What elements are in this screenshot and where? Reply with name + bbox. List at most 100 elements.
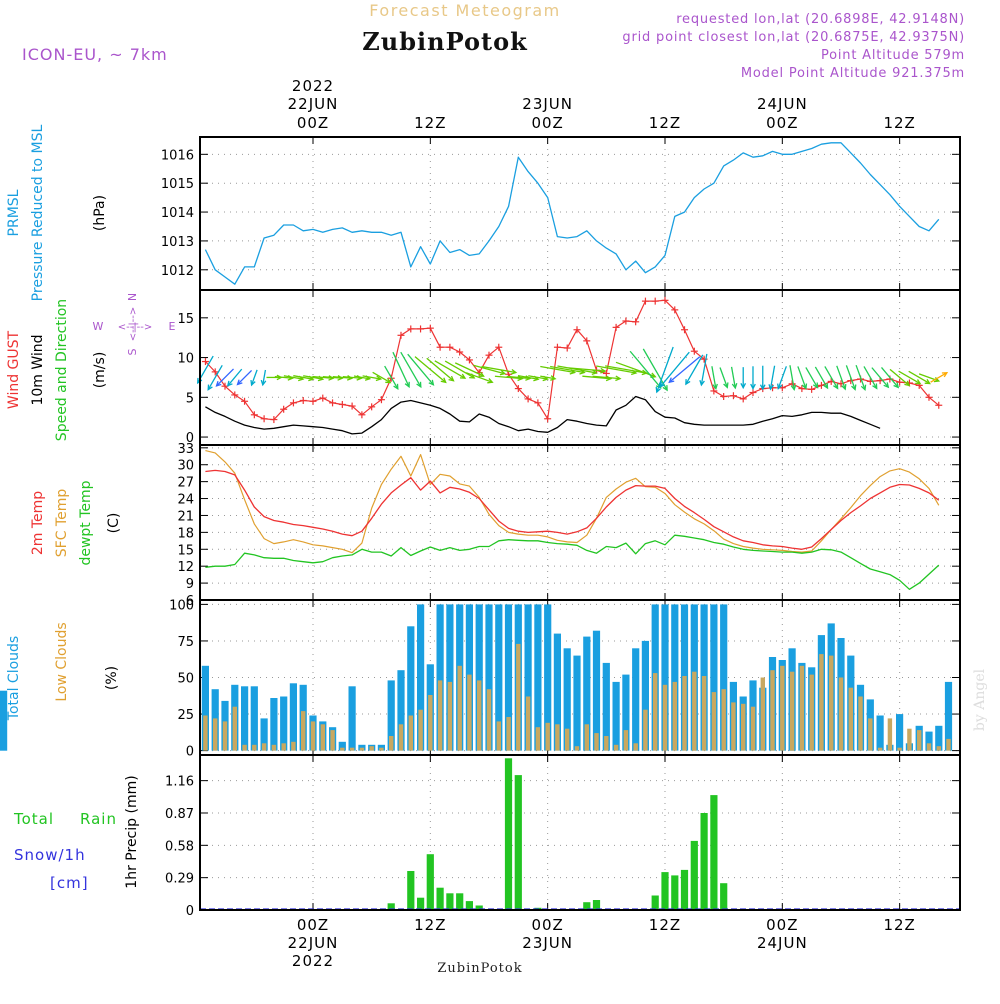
total-cloud-bar (358, 744, 366, 751)
total-cloud-bar (544, 604, 552, 751)
bottom-date-label: 24JUN (757, 934, 808, 952)
y-tick-label: 25 (177, 708, 194, 723)
wind-unit-label: (m/s) (92, 352, 108, 389)
bottom-time-label: 12Z (414, 916, 446, 934)
low-cloud-bar (535, 727, 541, 751)
wind-direction-arrow (568, 367, 607, 374)
total-cloud-bar (377, 744, 385, 751)
arrow-head (904, 380, 911, 387)
gust-point (338, 400, 346, 408)
arrow-head (226, 380, 233, 387)
gust-point (544, 415, 552, 423)
arrow-head (440, 377, 447, 384)
low-cloud-bar (477, 680, 482, 751)
arrow-head (591, 369, 598, 376)
gust-point (456, 348, 464, 356)
arrow-shaft (668, 356, 701, 383)
low-cloud-bar (437, 680, 443, 751)
total-cloud-bar (0, 690, 8, 751)
precip-bar (426, 854, 434, 910)
wind-direction-arrow (930, 371, 949, 383)
sfc-temp-line (205, 450, 940, 554)
gust-point (309, 397, 317, 405)
precip-bar (504, 758, 513, 910)
low-cloud-bar (555, 724, 560, 751)
wind-direction-arrow (465, 372, 494, 384)
low-cloud-bar (516, 643, 521, 751)
precip-bar (700, 813, 708, 910)
gust-point (632, 318, 640, 326)
arrow-shaft (362, 375, 381, 380)
wind-direction-arrow (777, 366, 787, 390)
gust-point (299, 396, 307, 404)
arrow-shaft (871, 367, 889, 388)
precip-bar (583, 902, 591, 910)
arrow-head (833, 383, 839, 390)
arrow-head (511, 368, 518, 375)
low-cloud-bar (291, 741, 296, 751)
gust-point (446, 343, 454, 351)
wind-direction-arrow (699, 353, 708, 387)
arrow-shaft (656, 346, 674, 393)
arrow-shaft (930, 372, 948, 383)
gust-point (280, 405, 288, 413)
arrow-head (459, 373, 467, 379)
low-cloud-bar (711, 692, 717, 751)
total-cloud-bar (573, 655, 581, 751)
bottom-date-label: 23JUN (522, 934, 573, 952)
y-tick-label: 27 (177, 476, 194, 491)
total-cloud-bar (289, 683, 297, 751)
wind-direction-arrow (260, 369, 267, 387)
arrow-head (215, 381, 222, 387)
top-time-label: 00Z (766, 114, 798, 132)
arrow-shaft (540, 365, 575, 374)
arrow-shaft (454, 362, 484, 377)
total-cloud-bar (348, 686, 356, 751)
y-tick-label: 1015 (161, 177, 194, 192)
precip-bar (436, 887, 444, 910)
y-tick-label: 18 (177, 526, 194, 541)
low-cloud-bar (310, 721, 316, 751)
station-title: ZubinPotok (362, 27, 528, 56)
y-tick-label: 1016 (161, 148, 194, 163)
wind-direction-arrow (655, 346, 674, 394)
y-tick-label: 50 (177, 672, 194, 687)
precip-bar (465, 901, 473, 910)
precip-bar (456, 893, 464, 910)
arrow-head (662, 385, 668, 392)
arrow-shaft (207, 364, 223, 390)
arrow-shaft (407, 353, 434, 386)
arrow-shaft (274, 376, 293, 379)
pressure-unit-label: (hPa) (92, 195, 108, 231)
arrow-shaft (550, 365, 585, 374)
total-cloud-bar (583, 636, 591, 751)
top-year-label: 2022 (292, 77, 334, 95)
pressure-line (204, 142, 940, 285)
total-cloud-bar (241, 686, 249, 751)
dewpoint-line (205, 534, 940, 590)
y-tick-label: 1.16 (165, 775, 194, 790)
low-cloud-bar (936, 746, 941, 751)
y-tick-label: 10 (177, 352, 194, 367)
gust-point (534, 399, 542, 407)
arrow-shaft (700, 353, 708, 386)
gust-point (798, 385, 806, 393)
wind-direction-arrow (250, 369, 258, 387)
gust-point (573, 326, 581, 334)
y-tick-label: 0.87 (165, 807, 194, 822)
wind-direction-arrow (659, 351, 690, 388)
arrow-head (655, 386, 661, 394)
precip-bar (592, 900, 601, 910)
total-cloud-bar (612, 681, 620, 751)
arrow-head (860, 384, 867, 392)
wind-direction-arrow (236, 369, 253, 386)
credit-watermark: by Angel (972, 668, 988, 731)
precip-bar (514, 775, 522, 910)
wind-direction-arrow (836, 365, 847, 391)
arrow-head (801, 383, 808, 390)
total-cloud-bar (671, 604, 679, 751)
top-date-label: 22JUN (288, 95, 339, 113)
y-tick-label: 0 (186, 904, 194, 919)
low-cloud-bar (907, 728, 912, 751)
